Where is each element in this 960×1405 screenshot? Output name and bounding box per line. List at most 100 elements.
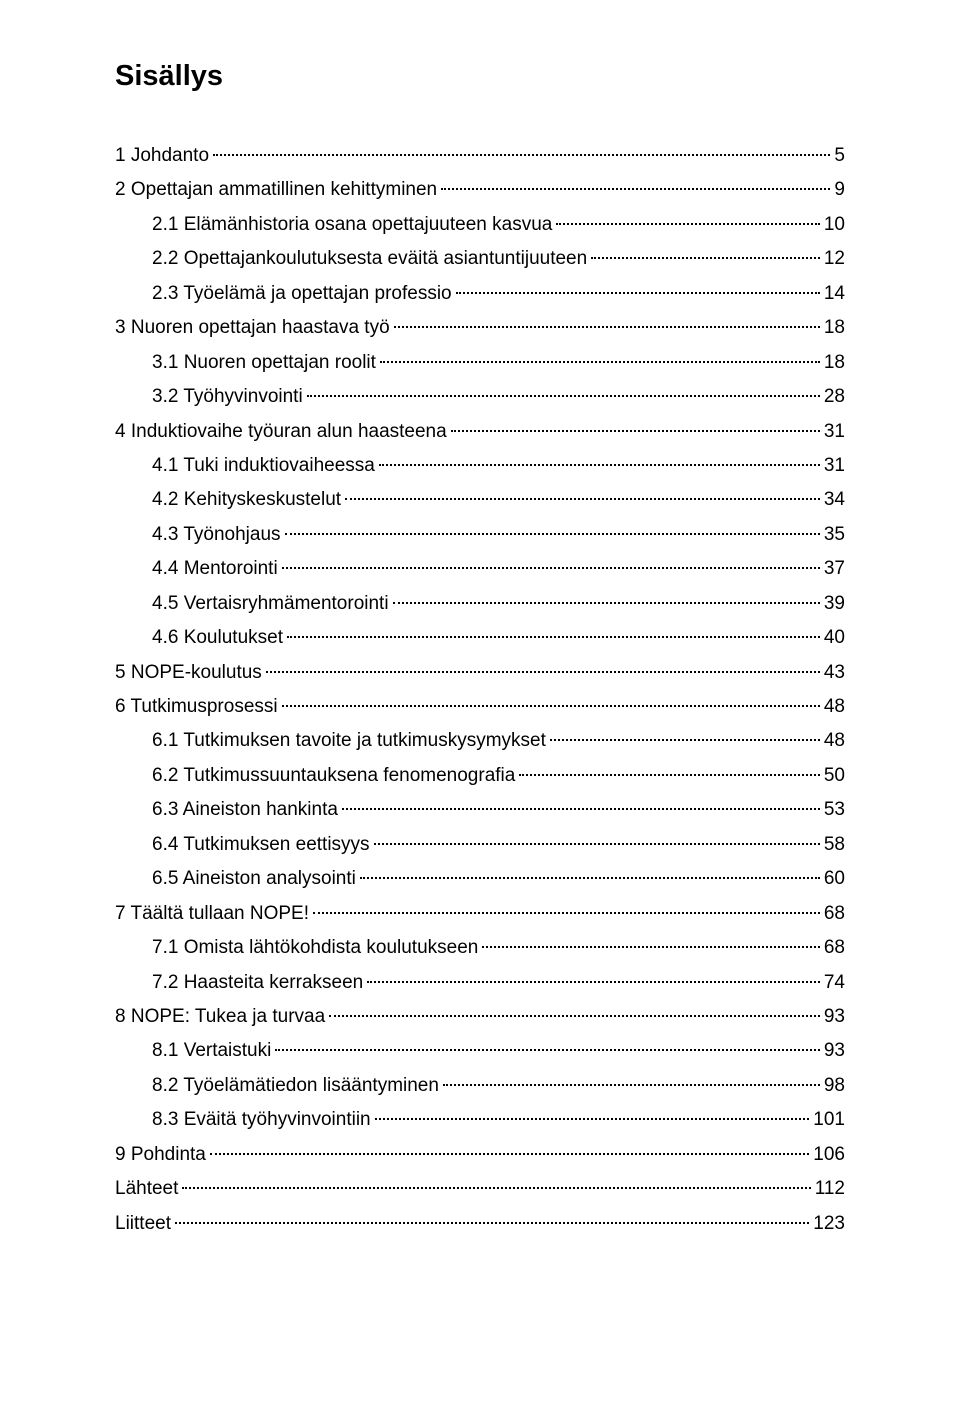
toc-leader-dots: [210, 1153, 809, 1155]
toc-entry: 7.2 Haasteita kerrakseen 74: [115, 968, 845, 997]
toc-leader-dots: [591, 257, 820, 259]
toc-leader-dots: [367, 981, 820, 983]
toc-leader-dots: [342, 808, 820, 810]
toc-entry-page: 112: [815, 1174, 845, 1203]
toc-entry-page: 31: [824, 451, 845, 480]
toc-entry-page: 50: [824, 761, 845, 790]
toc-entry-page: 40: [824, 623, 845, 652]
toc-entry-label: 1 Johdanto: [115, 141, 209, 170]
toc-entry-page: 48: [824, 726, 845, 755]
toc-entry: 2.1 Elämänhistoria osana opettajuuteen k…: [115, 210, 845, 239]
toc-leader-dots: [393, 602, 820, 604]
toc-entry: 4.5 Vertaisryhmämentorointi 39: [115, 589, 845, 618]
toc-entry: 4.6 Koulutukset 40: [115, 623, 845, 652]
toc-entry: 9 Pohdinta 106: [115, 1140, 845, 1169]
toc-leader-dots: [360, 877, 820, 879]
toc-entry-page: 5: [834, 141, 845, 170]
toc-leader-dots: [313, 912, 820, 914]
toc-entry-label: 6.2 Tutkimussuuntauksena fenomenografia: [152, 761, 515, 790]
toc-entry: 5 NOPE-koulutus 43: [115, 658, 845, 687]
toc-leader-dots: [482, 946, 820, 948]
toc-entry-page: 28: [824, 382, 845, 411]
toc-entry-label: 8 NOPE: Tukea ja turvaa: [115, 1002, 325, 1031]
toc-entry-page: 35: [824, 520, 845, 549]
toc-entry: 8.3 Eväitä työhyvinvointiin 101: [115, 1105, 845, 1134]
toc-entry-label: 8.1 Vertaistuki: [152, 1036, 271, 1065]
toc-entry: 2 Opettajan ammatillinen kehittyminen 9: [115, 175, 845, 204]
toc-leader-dots: [379, 464, 820, 466]
toc-entry-page: 93: [824, 1036, 845, 1065]
toc-entry: Liitteet 123: [115, 1209, 845, 1238]
toc-entry: 2.2 Opettajankoulutuksesta eväitä asiant…: [115, 244, 845, 273]
toc-entry-label: 4.2 Kehityskeskustelut: [152, 485, 341, 514]
toc-entry-page: 58: [824, 830, 845, 859]
toc-entry: 8.2 Työelämätiedon lisääntyminen 98: [115, 1071, 845, 1100]
toc-entry-page: 53: [824, 795, 845, 824]
toc-entry-label: 4.6 Koulutukset: [152, 623, 283, 652]
toc-entry-label: 8.2 Työelämätiedon lisääntyminen: [152, 1071, 439, 1100]
toc-entry-label: 4.4 Mentorointi: [152, 554, 278, 583]
page-title: Sisällys: [115, 60, 845, 93]
toc-entry: Lähteet 112: [115, 1174, 845, 1203]
toc-entry-label: 3 Nuoren opettajan haastava työ: [115, 313, 390, 342]
toc-entry-label: 9 Pohdinta: [115, 1140, 206, 1169]
toc-entry-page: 14: [824, 279, 845, 308]
toc-entry-page: 74: [824, 968, 845, 997]
toc-entry-label: 2.3 Työelämä ja opettajan professio: [152, 279, 452, 308]
toc-entry: 4.2 Kehityskeskustelut 34: [115, 485, 845, 514]
toc-entry-label: 6 Tutkimusprosessi: [115, 692, 278, 721]
toc-leader-dots: [441, 188, 830, 190]
toc-entry-page: 98: [824, 1071, 845, 1100]
toc-leader-dots: [285, 533, 820, 535]
toc-entry-page: 60: [824, 864, 845, 893]
toc-leader-dots: [329, 1015, 820, 1017]
toc-leader-dots: [307, 395, 820, 397]
toc-entry-label: 2 Opettajan ammatillinen kehittyminen: [115, 175, 437, 204]
toc-entry: 6 Tutkimusprosessi 48: [115, 692, 845, 721]
toc-leader-dots: [345, 498, 820, 500]
toc-leader-dots: [282, 705, 820, 707]
toc-entry: 8.1 Vertaistuki 93: [115, 1036, 845, 1065]
toc-entry-page: 68: [824, 933, 845, 962]
toc-leader-dots: [287, 636, 820, 638]
toc-entry-page: 48: [824, 692, 845, 721]
toc-leader-dots: [182, 1187, 810, 1189]
toc-entry-page: 68: [824, 899, 845, 928]
toc-entry: 2.3 Työelämä ja opettajan professio 14: [115, 279, 845, 308]
toc-entry: 6.4 Tutkimuksen eettisyys 58: [115, 830, 845, 859]
toc-entry: 4.3 Työnohjaus 35: [115, 520, 845, 549]
toc-entry: 6.5 Aineiston analysointi 60: [115, 864, 845, 893]
toc-leader-dots: [282, 567, 820, 569]
toc-entry: 6.2 Tutkimussuuntauksena fenomenografia …: [115, 761, 845, 790]
toc-entry-label: 4.3 Työnohjaus: [152, 520, 281, 549]
toc-entry-label: 3.1 Nuoren opettajan roolit: [152, 348, 376, 377]
toc-leader-dots: [175, 1222, 809, 1224]
toc-entry-page: 9: [834, 175, 845, 204]
toc-entry-label: 4.1 Tuki induktiovaiheessa: [152, 451, 375, 480]
toc-leader-dots: [443, 1084, 820, 1086]
toc-entry-page: 37: [824, 554, 845, 583]
toc-leader-dots: [519, 774, 820, 776]
toc-entry: 3.2 Työhyvinvointi 28: [115, 382, 845, 411]
toc-entry-label: 4.5 Vertaisryhmämentorointi: [152, 589, 389, 618]
toc-entry-page: 106: [813, 1140, 845, 1169]
toc-leader-dots: [451, 430, 820, 432]
toc-entry: 3.1 Nuoren opettajan roolit 18: [115, 348, 845, 377]
toc-entry-label: 6.1 Tutkimuksen tavoite ja tutkimuskysym…: [152, 726, 546, 755]
toc-entry-label: 7.1 Omista lähtökohdista koulutukseen: [152, 933, 478, 962]
toc-entry: 3 Nuoren opettajan haastava työ 18: [115, 313, 845, 342]
toc-leader-dots: [375, 1118, 810, 1120]
toc-leader-dots: [374, 843, 820, 845]
toc-entry-label: 3.2 Työhyvinvointi: [152, 382, 303, 411]
toc-entry-page: 34: [824, 485, 845, 514]
toc-entry-page: 39: [824, 589, 845, 618]
toc-leader-dots: [275, 1049, 820, 1051]
toc-entry-label: 8.3 Eväitä työhyvinvointiin: [152, 1105, 371, 1134]
toc-entry-page: 123: [813, 1209, 845, 1238]
toc-entry: 6.1 Tutkimuksen tavoite ja tutkimuskysym…: [115, 726, 845, 755]
toc-entry-page: 93: [824, 1002, 845, 1031]
toc-entry-label: 6.4 Tutkimuksen eettisyys: [152, 830, 370, 859]
toc-entry-page: 18: [824, 313, 845, 342]
toc-leader-dots: [550, 739, 820, 741]
toc-entry-page: 18: [824, 348, 845, 377]
